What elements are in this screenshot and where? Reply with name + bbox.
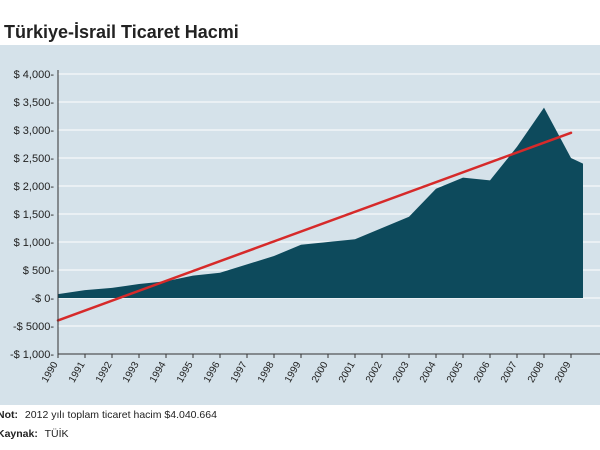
footer-source-text: TÜİK (45, 427, 69, 440)
series-area (57, 107, 583, 298)
y-tick-label: $ 2,500- (14, 153, 55, 165)
y-axis: $ 4,000- $ 3,500- $ 3,000- $ 2,500- $ 2,000-… (10, 69, 59, 361)
y-tick-label: -$ 1,000- (10, 349, 54, 361)
y-tick-label: -$ 5000- (13, 321, 54, 333)
footer-note: Not: 2012 yılı toplam ticaret hacim $4.0… (0, 409, 217, 421)
trendline (56, 131, 573, 322)
chart-footer: Not: 2012 yılı toplam ticaret hacim $4.0… (0, 409, 217, 440)
footer-source-label: Kaynak: (0, 428, 38, 440)
footer-note-label: Not: (0, 409, 18, 421)
chart-title: Türkiye-İsrail Ticaret Hacmi (4, 22, 239, 42)
trendline-series (56, 131, 573, 322)
y-tick-label: $ 3,000- (14, 125, 55, 137)
y-tick-label: $ 4,000- (14, 69, 55, 81)
footer-note-text: 2012 yılı toplam ticaret hacim $4.040.66… (25, 409, 217, 421)
footer-source: Kaynak: TÜİK (0, 427, 69, 440)
y-tick-label: $ 500- (23, 265, 55, 277)
y-tick-label: -$ 0- (31, 293, 54, 305)
y-tick-label: $ 1,000- (14, 237, 55, 249)
y-tick-label: $ 3,500- (14, 97, 55, 109)
y-tick-label: $ 2,000- (14, 181, 55, 193)
y-tick-label: $ 1,500- (14, 209, 55, 221)
area-series-fill (58, 107, 583, 298)
